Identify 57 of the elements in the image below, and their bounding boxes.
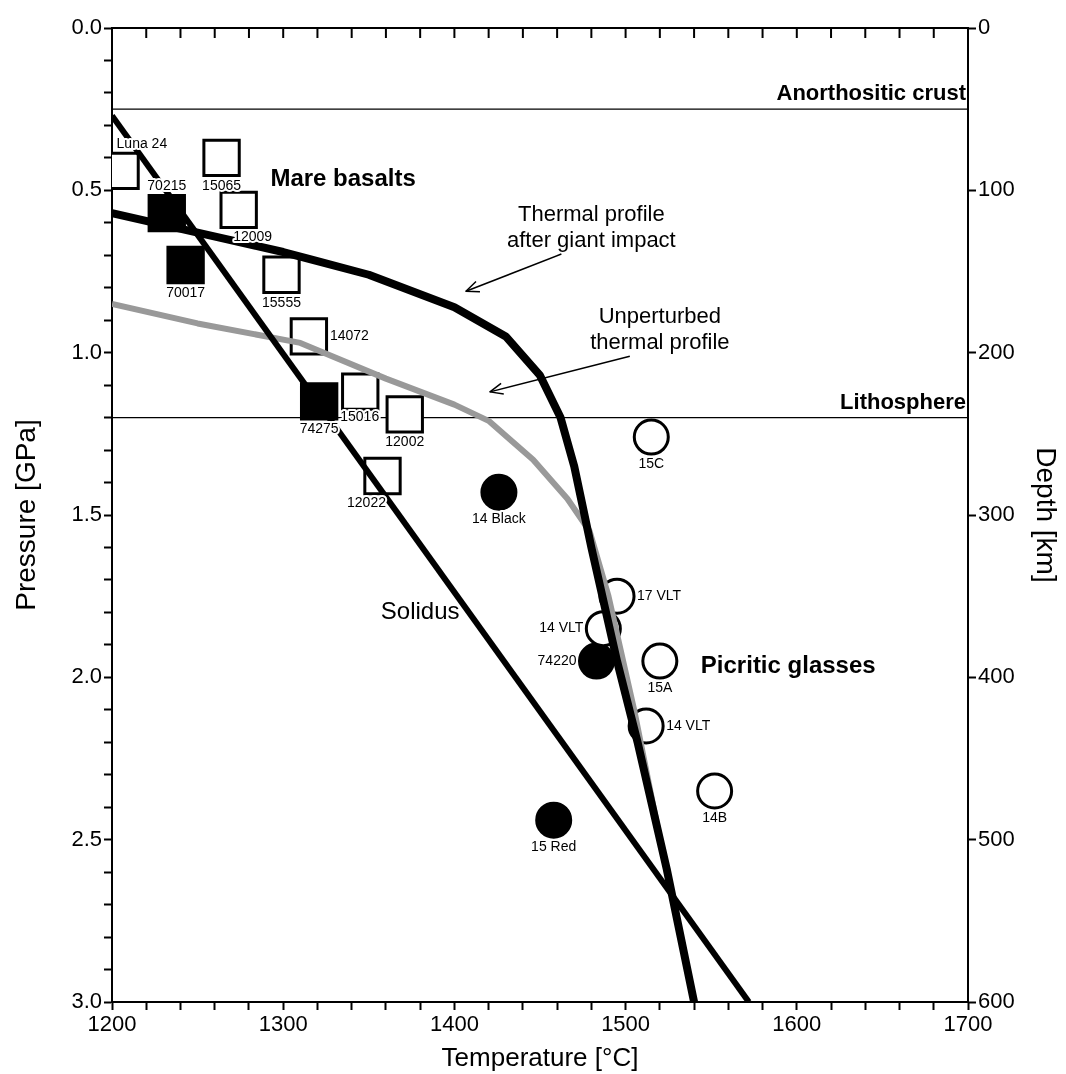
point xyxy=(696,772,734,810)
y-tick-label: 2.0 xyxy=(71,663,102,689)
x-tick-label: 1600 xyxy=(772,1011,822,1037)
series-label: 12002 xyxy=(385,433,425,450)
y2-tick-label: 100 xyxy=(978,176,1015,202)
y-tick-label: 0.0 xyxy=(71,14,102,40)
series-label: 15555 xyxy=(262,293,302,310)
annotation: Thermal profile after giant impact xyxy=(506,200,676,252)
series-label: 14 Black xyxy=(472,510,527,527)
point xyxy=(341,372,380,411)
point xyxy=(166,245,205,285)
y2-axis-title: Depth [km] xyxy=(1031,447,1063,583)
y-tick-label: 3.0 xyxy=(71,988,102,1014)
series-label: 15065 xyxy=(202,176,242,193)
y-tick-label: 1.5 xyxy=(71,501,102,527)
y2-tick-label: 400 xyxy=(978,663,1015,689)
point xyxy=(202,138,241,178)
annotation: Picritic glasses xyxy=(700,650,876,678)
annotation: Mare basalts xyxy=(270,163,416,191)
x-tick-label: 1400 xyxy=(429,1011,479,1037)
point xyxy=(262,255,301,294)
annotation: Unperturbed thermal profile xyxy=(590,302,730,355)
series-label: 74220 xyxy=(537,651,577,668)
y2-tick-label: 600 xyxy=(978,988,1015,1014)
y-tick-label: 0.5 xyxy=(71,176,102,202)
point xyxy=(535,801,573,839)
x-tick-label: 1500 xyxy=(601,1011,651,1037)
series-label: 14B xyxy=(702,808,728,825)
point xyxy=(480,473,518,511)
ref-line-label: Anorthositic crust xyxy=(776,80,967,106)
point xyxy=(641,642,679,680)
y2-tick-label: 500 xyxy=(978,825,1015,851)
series-label: 14072 xyxy=(329,327,370,344)
series-label: 15C xyxy=(638,454,665,471)
series-label: 12022 xyxy=(347,493,387,510)
x-tick-label: 1200 xyxy=(87,1011,137,1037)
ref-line-label: Lithosphere xyxy=(840,388,966,414)
point xyxy=(578,642,615,680)
y2-tick-label: 200 xyxy=(978,338,1015,364)
x-tick-label: 1300 xyxy=(258,1011,308,1037)
series-label: 14 VLT xyxy=(539,619,584,636)
series-label: 15 Red xyxy=(531,838,577,855)
series-label: 17 VLT xyxy=(637,587,682,604)
y-tick-label: 2.5 xyxy=(71,825,102,851)
annotation: Solidus xyxy=(380,597,460,625)
series-label: 14 VLT xyxy=(666,716,711,733)
point xyxy=(385,395,424,434)
point xyxy=(632,418,670,456)
series-label: 70017 xyxy=(166,283,206,300)
series-label: 15A xyxy=(647,678,673,695)
y2-tick-label: 0 xyxy=(978,14,991,40)
x-axis-title: Temperature [°C] xyxy=(441,1041,639,1072)
y-tick-label: 1.0 xyxy=(71,338,102,364)
y-axis-title: Pressure [GPa] xyxy=(9,419,41,611)
y2-tick-label: 300 xyxy=(978,501,1015,527)
x-tick-label: 1700 xyxy=(943,1011,993,1037)
point xyxy=(219,190,258,229)
